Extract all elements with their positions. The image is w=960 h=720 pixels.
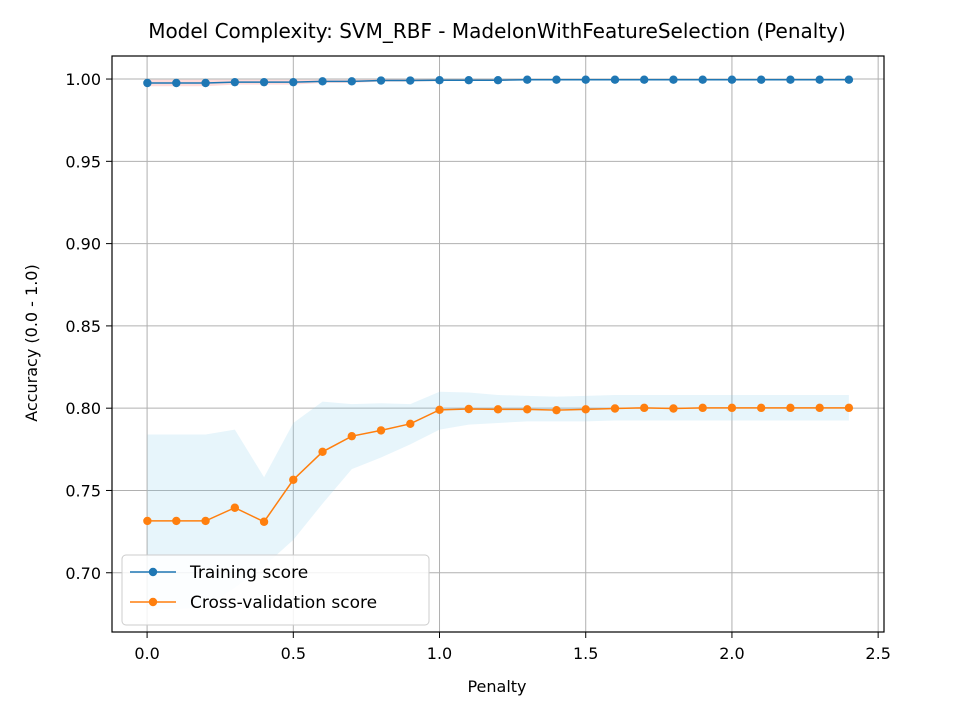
- legend: Training score Cross-validation score: [121, 554, 430, 626]
- cross-validation-score-point: [289, 475, 298, 484]
- legend-box: [121, 554, 430, 626]
- training-score-point: [552, 75, 561, 84]
- training-score-point: [143, 78, 152, 88]
- cross-validation-score-point: [640, 403, 649, 413]
- training-score-point: [259, 77, 269, 87]
- cross-validation-score-point: [435, 405, 444, 415]
- x-axis-label: Penalty: [467, 677, 526, 696]
- training-score-point: [406, 76, 415, 85]
- x-tick-label: 1.5: [573, 644, 598, 663]
- x-tick-label: 2.5: [865, 644, 890, 663]
- cross-validation-score-point: [698, 403, 707, 413]
- training-score-point: [493, 75, 503, 85]
- training-score-point: [727, 75, 737, 84]
- cross-validation-score-point: [201, 516, 210, 526]
- x-axis-ticks: 0.0 0.5 1.0 1.5 2.0 2.5: [134, 632, 891, 663]
- y-tick-label: 0.75: [65, 481, 101, 500]
- y-tick-label: 0.85: [65, 317, 101, 336]
- training-score-point: [230, 77, 240, 87]
- cross-validation-score-point: [143, 516, 152, 526]
- training-score-point: [756, 75, 766, 84]
- cross-validation-score-band: [147, 391, 849, 609]
- legend-marker-training: [148, 567, 158, 577]
- training-score-point: [172, 78, 181, 88]
- x-tick-label: 1.0: [427, 644, 452, 663]
- cross-validation-score-point: [786, 403, 795, 413]
- cross-validation-score-point: [581, 405, 590, 414]
- x-tick-label: 0.0: [134, 644, 159, 663]
- cross-validation-score-point: [669, 404, 678, 413]
- grid-lines: [112, 56, 884, 632]
- cross-validation-score-point: [464, 404, 473, 414]
- cross-validation-score-point: [230, 503, 240, 512]
- cross-validation-score-point: [756, 403, 766, 413]
- x-tick-label: 2.0: [719, 644, 744, 663]
- cross-validation-score-point: [259, 517, 269, 526]
- legend-label-training: Training score: [189, 563, 308, 583]
- plot-frame: [111, 55, 885, 633]
- training-score-point: [523, 75, 532, 84]
- training-score-point: [786, 75, 795, 84]
- legend-marker-cross-validation: [148, 597, 158, 607]
- cross-validation-score-point: [172, 516, 181, 526]
- cross-validation-score-point: [523, 405, 532, 414]
- training-score-point: [844, 75, 854, 84]
- y-tick-label: 0.70: [65, 564, 101, 583]
- y-tick-label: 0.80: [65, 399, 101, 418]
- y-axis-label: Accuracy (0.0 - 1.0): [22, 264, 41, 421]
- training-score-point: [610, 75, 620, 84]
- y-axis-ticks: 0.70 0.75 0.80 0.85 0.90 0.95 1.00: [65, 70, 112, 583]
- cross-validation-score-point: [552, 405, 561, 415]
- training-score-point: [815, 75, 824, 84]
- training-score-point: [581, 75, 590, 84]
- y-tick-label: 1.00: [65, 70, 101, 89]
- training-score-point: [201, 78, 210, 88]
- training-score-point: [435, 75, 444, 85]
- cross-validation-score-point: [815, 403, 824, 413]
- cross-validation-score-point: [347, 431, 356, 441]
- y-tick-label: 0.90: [65, 235, 101, 254]
- chart-title: Model Complexity: SVM_RBF - MadelonWithF…: [148, 19, 846, 43]
- training-score-point: [698, 75, 707, 84]
- cross-validation-score-point: [844, 403, 854, 413]
- training-score-point: [376, 76, 386, 85]
- training-score-point: [289, 77, 298, 87]
- y-tick-label: 0.95: [65, 152, 101, 171]
- cross-validation-score-point: [318, 447, 327, 456]
- cross-validation-score-point: [493, 405, 503, 414]
- training-score-point: [318, 77, 327, 86]
- series-points: [143, 75, 854, 526]
- cross-validation-score-point: [406, 419, 415, 429]
- training-score-point: [464, 75, 473, 85]
- cross-validation-score-point: [610, 404, 620, 413]
- training-score-point: [347, 77, 356, 86]
- training-score-point: [669, 75, 678, 84]
- legend-label-cross-validation: Cross-validation score: [190, 593, 377, 613]
- x-tick-label: 0.5: [281, 644, 306, 663]
- cross-validation-score-point: [727, 403, 737, 413]
- training-score-point: [640, 75, 649, 84]
- cross-validation-score-point: [376, 426, 386, 435]
